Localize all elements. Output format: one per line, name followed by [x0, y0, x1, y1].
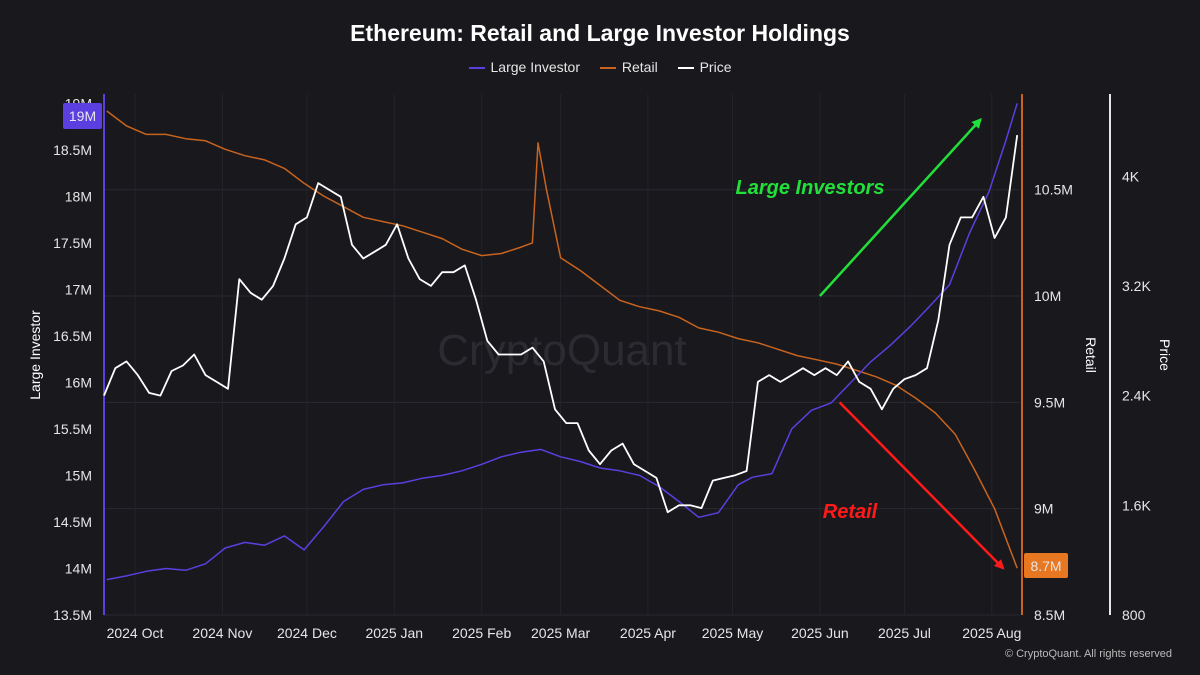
x-tick-label: 2024 Nov: [192, 625, 252, 641]
y-axis-title-large-investor: Large Investor: [27, 310, 43, 400]
y-tick-label-retail: 10M: [1034, 288, 1061, 304]
legend-label-large-investor: Large Investor: [490, 59, 581, 75]
y-axis-title-price: Price: [1157, 339, 1173, 371]
y-tick-label-retail: 8.5M: [1034, 607, 1065, 623]
annotation-label-large-investors: Large Investors: [736, 177, 885, 199]
y-tick-label-price: 3.2K: [1122, 278, 1151, 294]
y-tick-label-large-investor: 15M: [65, 467, 92, 483]
y-tick-label-price: 1.6K: [1122, 497, 1151, 513]
x-tick-label: 2025 Jul: [878, 625, 931, 641]
x-tick-label: 2024 Oct: [107, 625, 164, 641]
annotation-label-retail: Retail: [823, 501, 878, 523]
chart-legend: Large Investor Retail Price: [0, 59, 1200, 75]
x-tick-label: 2024 Dec: [277, 625, 337, 641]
x-tick-label: 2025 Jun: [791, 625, 849, 641]
legend-swatch-large-investor: [468, 67, 485, 70]
x-tick-label: 2025 Feb: [452, 625, 511, 641]
legend-item-retail[interactable]: Retail: [599, 59, 658, 75]
y-tick-label-large-investor: 16M: [65, 374, 92, 390]
x-tick-label: 2025 Apr: [620, 625, 676, 641]
y-tick-label-price: 2.4K: [1122, 388, 1151, 404]
x-tick-label: 2025 Mar: [531, 625, 590, 641]
chart-title: Ethereum: Retail and Large Investor Hold…: [350, 20, 850, 46]
series-line-large-investor: [106, 103, 1018, 581]
end-badge-large-investor-label: 19M: [69, 108, 96, 124]
series: [103, 103, 1019, 581]
x-tick-label: 2025 Aug: [962, 625, 1021, 641]
y-tick-label-retail: 9.5M: [1034, 394, 1065, 410]
grid: [104, 94, 1020, 616]
legend-label-retail: Retail: [621, 59, 658, 75]
series-line-price: [103, 134, 1019, 514]
y-tick-label-large-investor: 14.5M: [53, 514, 92, 530]
copyright-text: © CryptoQuant. All rights reserved: [1004, 648, 1172, 660]
watermark: CryptoQuant: [437, 326, 686, 375]
legend-item-large-investor[interactable]: Large Investor: [468, 59, 581, 75]
legend-item-price[interactable]: Price: [677, 59, 732, 75]
y-tick-label-large-investor: 17.5M: [53, 235, 92, 251]
series-line-retail: [106, 110, 1018, 569]
x-tick-label: 2025 Jan: [365, 625, 423, 641]
axes: 13.5M 14M 14.5M 15M 15.5M 16M 16.5M 17M 17.5M 18M…: [27, 94, 1173, 641]
annotation-arrow-retail: [838, 401, 1005, 570]
legend-swatch-retail: [599, 67, 616, 70]
y-tick-label-retail: 9M: [1034, 501, 1053, 517]
end-badge-retail: [1024, 553, 1068, 578]
y-tick-label-price: 800: [1122, 607, 1146, 623]
y-tick-label-large-investor: 13.5M: [53, 607, 92, 623]
legend-swatch-price: [677, 67, 694, 70]
end-badge-large-investor: [63, 103, 102, 129]
legend-label-price: Price: [699, 59, 732, 75]
y-tick-label-large-investor: 14M: [65, 560, 92, 576]
y-tick-label-large-investor: 17M: [65, 281, 92, 297]
y-tick-label-retail: 10.5M: [1034, 182, 1073, 198]
end-badge-retail-label: 8.7M: [1030, 558, 1061, 574]
y-axis-title-retail: Retail: [1083, 337, 1099, 373]
y-tick-label-large-investor: 18.5M: [53, 142, 92, 158]
y-tick-label-large-investor: 15.5M: [53, 421, 92, 437]
y-tick-label-price: 4K: [1122, 168, 1140, 184]
x-tick-label: 2025 May: [702, 625, 763, 641]
y-tick-label-large-investor: 18M: [65, 188, 92, 204]
y-tick-label-large-investor: 16.5M: [53, 328, 92, 344]
annotations: Large Investors Retail: [736, 118, 1005, 570]
annotation-arrow-large-investors: [818, 118, 982, 297]
